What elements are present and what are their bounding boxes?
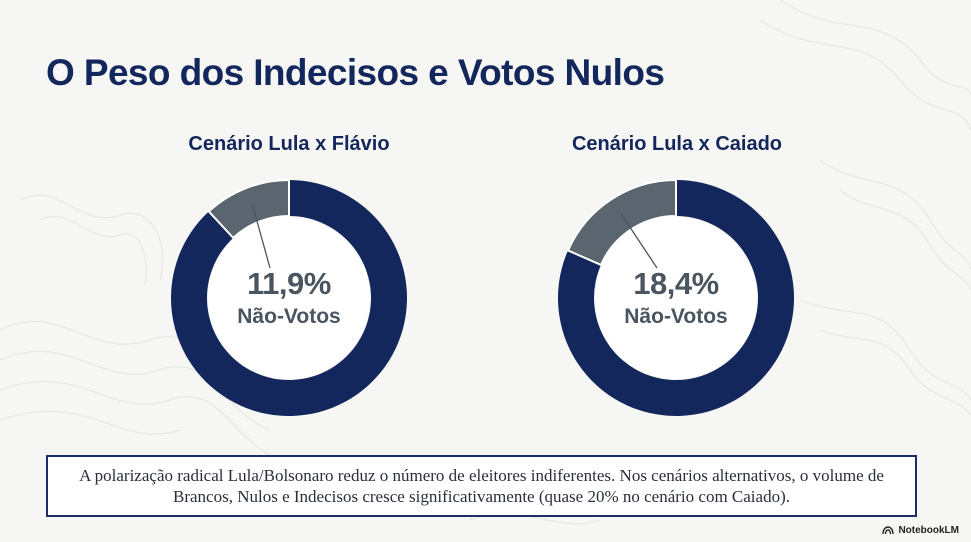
donut-slice-main <box>558 180 794 416</box>
center-label-flavio: Não-Votos <box>237 305 341 328</box>
brand-label: NotebookLM <box>898 525 959 536</box>
donut-chart-caiado <box>558 178 794 416</box>
chart-title-flavio: Cenário Lula x Flávio <box>188 133 390 155</box>
donut-slice-main <box>170 180 407 416</box>
brand-watermark: NotebookLM <box>882 525 959 536</box>
donut-hole <box>595 217 757 379</box>
leader-line <box>620 213 658 269</box>
donut-chart-flavio <box>170 178 407 416</box>
summary-note: A polarização radical Lula/Bolsonaro red… <box>46 455 917 517</box>
center-value-caiado: 18,4% <box>633 266 719 301</box>
center-label-caiado: Não-Votos <box>624 305 728 328</box>
chart-title-caiado: Cenário Lula x Caiado <box>571 133 783 155</box>
leader-line <box>251 204 271 269</box>
page-title: O Peso dos Indecisos e Votos Nulos <box>46 52 665 93</box>
center-value-flavio: 11,9% <box>247 266 331 301</box>
notebooklm-logo-icon <box>882 526 895 535</box>
donut-slice-nao-votos <box>566 178 677 267</box>
donut-hole <box>208 217 370 379</box>
donut-slice-nao-votos <box>207 178 290 240</box>
